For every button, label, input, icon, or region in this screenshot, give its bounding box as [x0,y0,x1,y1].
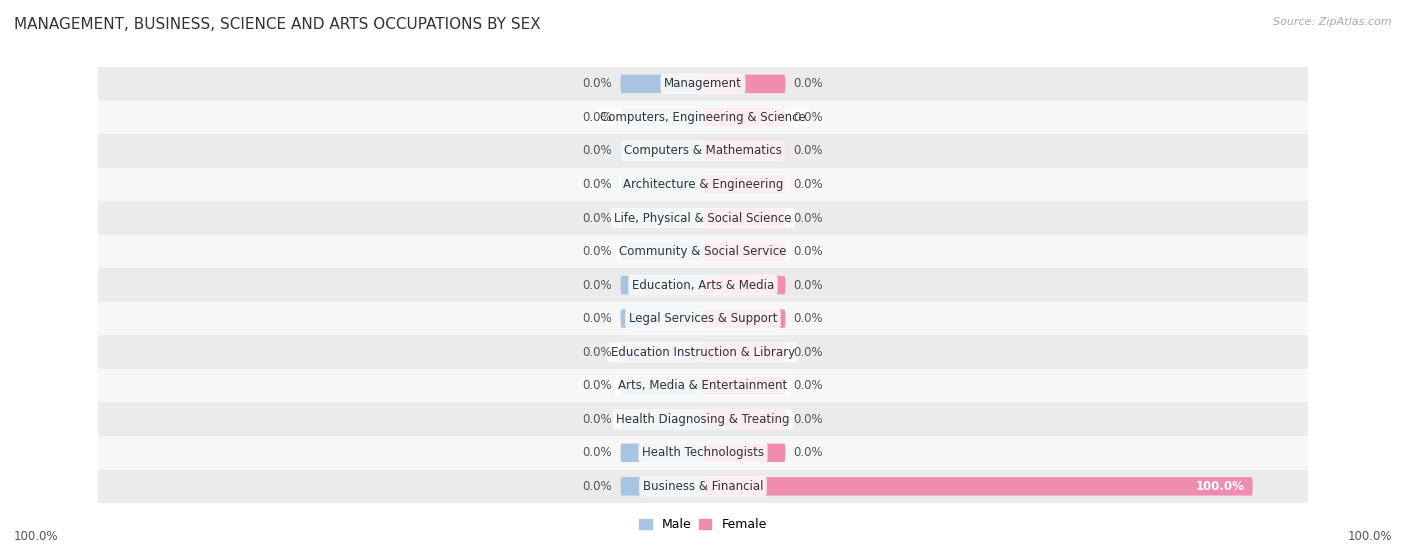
Text: 0.0%: 0.0% [582,345,613,359]
Bar [98,67,1308,101]
Text: 0.0%: 0.0% [793,144,824,158]
Text: 0.0%: 0.0% [793,312,824,325]
Text: 0.0%: 0.0% [582,77,613,91]
Text: 0.0%: 0.0% [582,111,613,124]
FancyBboxPatch shape [620,410,703,428]
Text: 0.0%: 0.0% [582,480,613,493]
FancyBboxPatch shape [620,310,703,328]
FancyBboxPatch shape [703,141,786,160]
Bar [98,402,1308,436]
FancyBboxPatch shape [620,74,703,93]
Bar [98,101,1308,134]
FancyBboxPatch shape [703,310,786,328]
Text: Health Technologists: Health Technologists [643,446,763,459]
FancyBboxPatch shape [703,243,786,260]
Bar [98,134,1308,168]
Text: Education Instruction & Library: Education Instruction & Library [612,345,794,359]
FancyBboxPatch shape [620,343,703,361]
Text: 0.0%: 0.0% [582,446,613,459]
Text: Health Diagnosing & Treating: Health Diagnosing & Treating [616,413,790,426]
Text: 0.0%: 0.0% [793,178,824,191]
Text: 0.0%: 0.0% [793,211,824,225]
FancyBboxPatch shape [703,209,786,227]
Text: 0.0%: 0.0% [582,144,613,158]
Text: 100.0%: 100.0% [1195,480,1244,493]
Bar [98,470,1308,503]
Text: 100.0%: 100.0% [1347,530,1392,543]
Bar [98,436,1308,470]
FancyBboxPatch shape [703,343,786,361]
Legend: Male, Female: Male, Female [634,513,772,536]
Bar [98,201,1308,235]
FancyBboxPatch shape [620,276,703,294]
Text: 0.0%: 0.0% [793,413,824,426]
Text: 0.0%: 0.0% [582,278,613,292]
Text: Source: ZipAtlas.com: Source: ZipAtlas.com [1274,17,1392,27]
Bar [98,335,1308,369]
Text: 0.0%: 0.0% [793,345,824,359]
Bar [98,268,1308,302]
Text: 0.0%: 0.0% [582,312,613,325]
FancyBboxPatch shape [703,108,786,126]
FancyBboxPatch shape [703,74,786,93]
Text: 0.0%: 0.0% [793,245,824,258]
FancyBboxPatch shape [703,444,786,462]
Text: 0.0%: 0.0% [793,278,824,292]
Text: Computers, Engineering & Science: Computers, Engineering & Science [600,111,806,124]
Text: Community & Social Service: Community & Social Service [619,245,787,258]
Text: 0.0%: 0.0% [582,211,613,225]
FancyBboxPatch shape [620,209,703,227]
FancyBboxPatch shape [620,175,703,193]
Text: Computers & Mathematics: Computers & Mathematics [624,144,782,158]
Text: Arts, Media & Entertainment: Arts, Media & Entertainment [619,379,787,392]
FancyBboxPatch shape [620,444,703,462]
Bar [98,369,1308,402]
Text: 0.0%: 0.0% [793,111,824,124]
Text: 0.0%: 0.0% [793,379,824,392]
Text: 0.0%: 0.0% [582,413,613,426]
Text: MANAGEMENT, BUSINESS, SCIENCE AND ARTS OCCUPATIONS BY SEX: MANAGEMENT, BUSINESS, SCIENCE AND ARTS O… [14,17,541,32]
FancyBboxPatch shape [620,141,703,160]
FancyBboxPatch shape [703,377,786,395]
FancyBboxPatch shape [703,410,786,428]
Text: 0.0%: 0.0% [793,446,824,459]
Text: Legal Services & Support: Legal Services & Support [628,312,778,325]
Text: 0.0%: 0.0% [582,245,613,258]
Text: Management: Management [664,77,742,91]
FancyBboxPatch shape [703,175,786,193]
Text: Architecture & Engineering: Architecture & Engineering [623,178,783,191]
Bar [98,235,1308,268]
FancyBboxPatch shape [620,477,703,496]
Text: 0.0%: 0.0% [582,178,613,191]
Text: Business & Financial: Business & Financial [643,480,763,493]
FancyBboxPatch shape [620,108,703,126]
FancyBboxPatch shape [620,243,703,260]
Bar [98,302,1308,335]
Bar [98,168,1308,201]
FancyBboxPatch shape [703,276,786,294]
Text: 0.0%: 0.0% [582,379,613,392]
Text: 0.0%: 0.0% [793,77,824,91]
FancyBboxPatch shape [620,377,703,395]
FancyBboxPatch shape [703,477,1253,496]
Text: 100.0%: 100.0% [14,530,59,543]
Text: Life, Physical & Social Science: Life, Physical & Social Science [614,211,792,225]
Text: Education, Arts & Media: Education, Arts & Media [631,278,775,292]
